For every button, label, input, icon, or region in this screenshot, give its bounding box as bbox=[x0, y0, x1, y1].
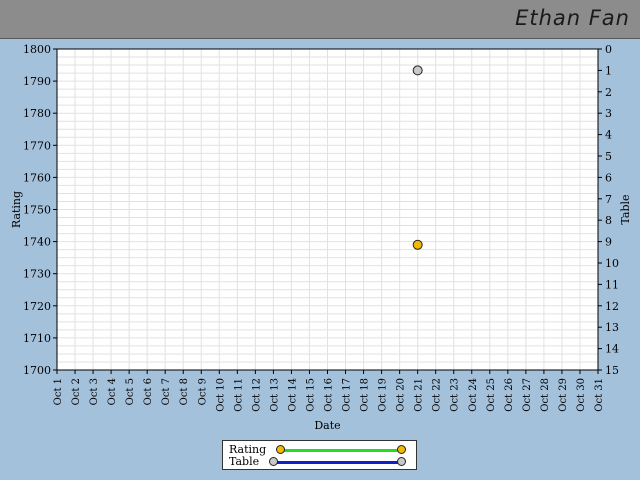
y-tick-label: 1750 bbox=[23, 204, 51, 217]
y2-tick-label: 8 bbox=[605, 214, 612, 227]
x-tick-label: Oct 21 bbox=[414, 378, 425, 412]
x-tick-label: Oct 30 bbox=[576, 378, 587, 412]
x-tick-label: Oct 19 bbox=[378, 378, 389, 412]
x-tick-label: Oct 16 bbox=[324, 378, 335, 412]
y-tick-label: 1740 bbox=[23, 236, 51, 249]
player-name: Ethan Fan bbox=[515, 6, 630, 30]
y-tick-label: 1760 bbox=[23, 171, 51, 184]
y-axis-label: Rating bbox=[10, 191, 23, 228]
x-tick-label: Oct 4 bbox=[107, 378, 118, 405]
data-point-table bbox=[412, 65, 423, 76]
x-tick-label: Oct 1 bbox=[53, 378, 64, 405]
x-tick-label: Oct 29 bbox=[558, 378, 569, 412]
y-tick-label: 1770 bbox=[23, 139, 51, 152]
y2-tick-label: 14 bbox=[605, 343, 619, 356]
y2-tick-label: 5 bbox=[605, 150, 612, 163]
y2-tick-label: 10 bbox=[605, 257, 619, 270]
x-tick-label: Oct 23 bbox=[450, 378, 461, 412]
y-tick-label: 1790 bbox=[23, 75, 51, 88]
x-tick-label: Oct 18 bbox=[360, 378, 371, 412]
x-tick-label: Oct 22 bbox=[432, 378, 443, 412]
x-tick-label: Oct 20 bbox=[396, 378, 407, 412]
x-tick-label: Oct 3 bbox=[89, 378, 100, 405]
x-tick-label: Oct 14 bbox=[287, 378, 298, 412]
y-tick-label: 1710 bbox=[23, 332, 51, 345]
y-tick-label: 1700 bbox=[23, 364, 51, 377]
y2-tick-label: 6 bbox=[605, 171, 612, 184]
x-tick-label: Oct 27 bbox=[522, 378, 533, 412]
y-tick-label: 1720 bbox=[23, 300, 51, 313]
legend-label-rating: Rating bbox=[229, 443, 267, 456]
chart-legend: Rating Table bbox=[222, 440, 417, 470]
y2-tick-label: 4 bbox=[605, 129, 612, 142]
x-tick-label: Oct 28 bbox=[540, 378, 551, 412]
x-tick-label: Oct 8 bbox=[179, 378, 190, 405]
x-axis-label: Date bbox=[314, 419, 340, 432]
legend-label-table: Table bbox=[229, 455, 260, 468]
x-tick-label: Oct 17 bbox=[342, 378, 353, 412]
x-tick-label: Oct 2 bbox=[71, 378, 82, 405]
y2-tick-label: 7 bbox=[605, 193, 612, 206]
y-tick-label: 1730 bbox=[23, 268, 51, 281]
y2-tick-label: 2 bbox=[605, 86, 612, 99]
legend-item-table: Table bbox=[229, 456, 259, 468]
legend-marker-rating bbox=[397, 445, 406, 454]
x-tick-label: Oct 5 bbox=[125, 378, 136, 405]
x-tick-label: Oct 9 bbox=[197, 378, 208, 405]
y-tick-label: 1800 bbox=[23, 43, 51, 56]
x-tick-label: Oct 15 bbox=[305, 378, 316, 412]
y2-tick-label: 9 bbox=[605, 236, 612, 249]
data-point-rating bbox=[412, 239, 423, 250]
legend-marker-table bbox=[269, 457, 278, 466]
y2-tick-label: 0 bbox=[605, 43, 612, 56]
rating-chart: 1700171017201730174017501760177017801790… bbox=[10, 43, 632, 432]
x-tick-label: Oct 7 bbox=[161, 378, 172, 405]
y2-tick-label: 15 bbox=[605, 364, 619, 377]
x-tick-label: Oct 13 bbox=[269, 378, 280, 412]
x-tick-label: Oct 24 bbox=[468, 378, 479, 412]
legend-line-table bbox=[274, 461, 403, 464]
legend-marker-table bbox=[397, 457, 406, 466]
y-tick-label: 1780 bbox=[23, 107, 51, 120]
legend-line-rating bbox=[281, 449, 403, 452]
x-tick-label: Oct 10 bbox=[215, 378, 226, 412]
x-tick-label: Oct 12 bbox=[251, 378, 262, 412]
y2-tick-label: 1 bbox=[605, 64, 612, 77]
x-tick-label: Oct 11 bbox=[233, 378, 244, 412]
y2-axis-label: Table bbox=[619, 194, 632, 224]
x-tick-label: Oct 25 bbox=[486, 378, 497, 412]
y2-tick-label: 3 bbox=[605, 107, 612, 120]
legend-item-rating: Rating bbox=[229, 444, 266, 456]
x-tick-label: Oct 26 bbox=[504, 378, 515, 412]
y2-tick-label: 11 bbox=[605, 278, 619, 291]
y2-tick-label: 13 bbox=[605, 321, 619, 334]
y2-tick-label: 12 bbox=[605, 300, 619, 313]
legend-marker-rating bbox=[276, 445, 285, 454]
x-tick-label: Oct 6 bbox=[143, 378, 154, 405]
x-tick-label: Oct 31 bbox=[594, 378, 605, 412]
header-bar: Ethan Fan bbox=[0, 0, 640, 39]
